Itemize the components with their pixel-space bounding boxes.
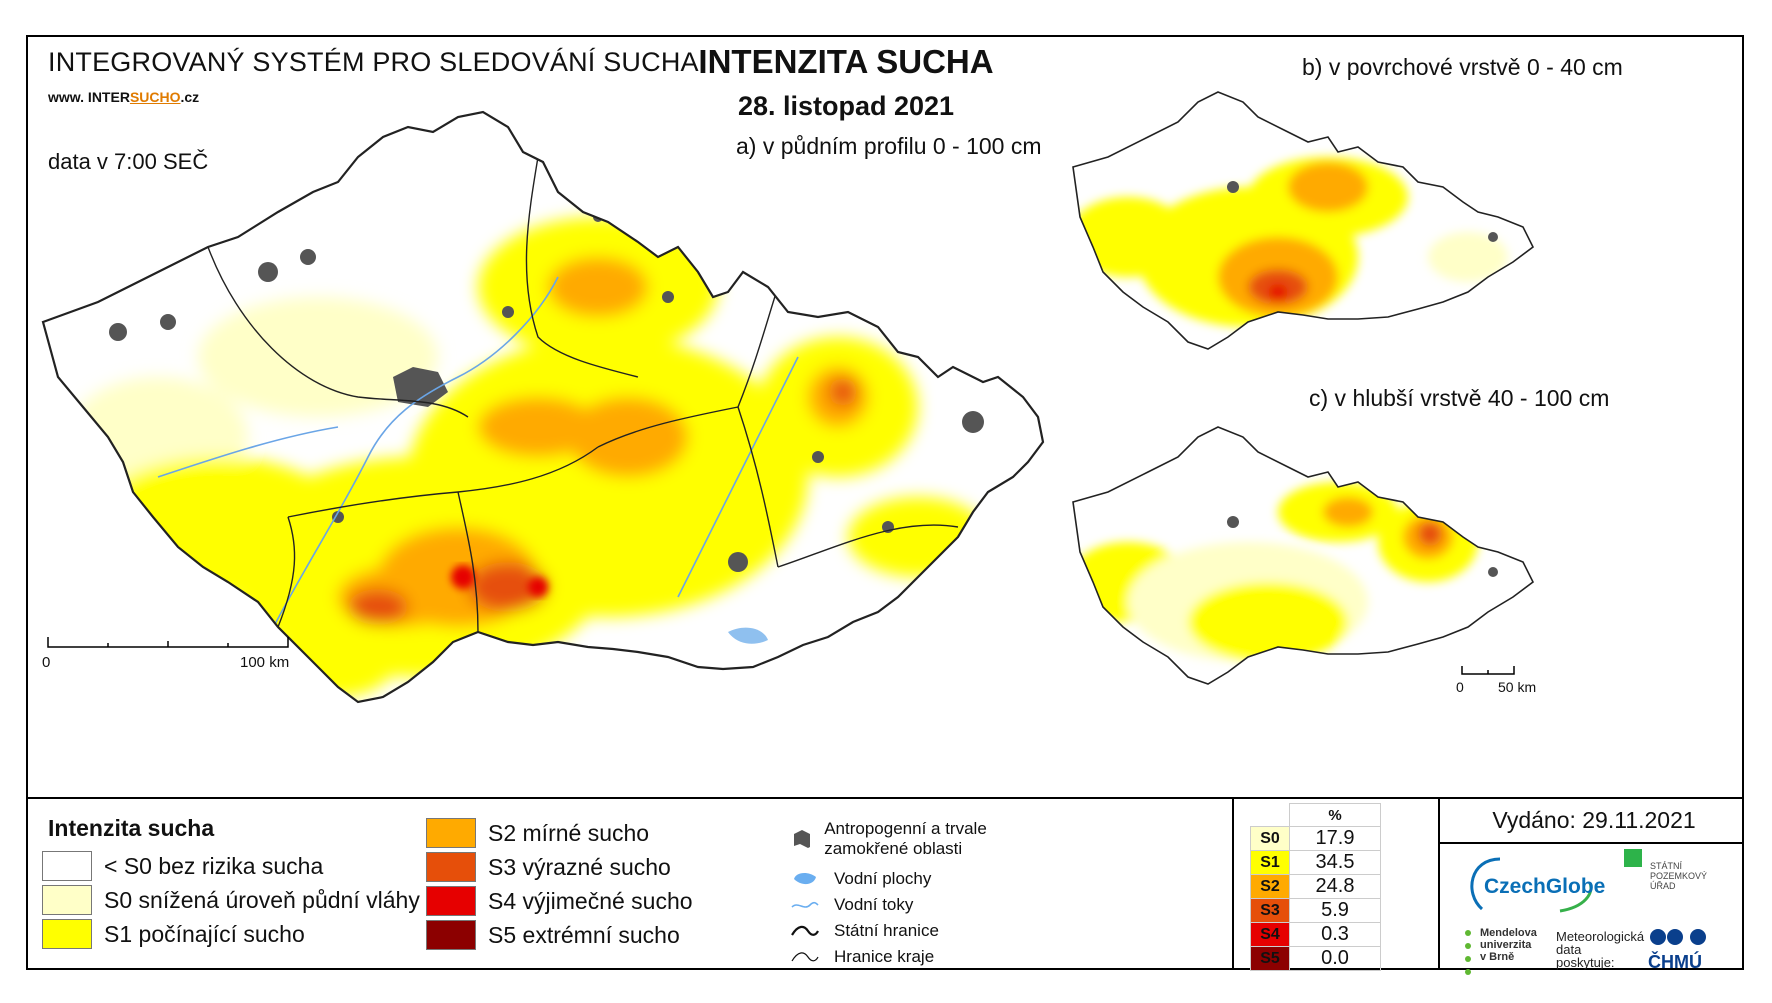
swatch-below-s0	[42, 851, 92, 881]
legend-item-s0: S0 snížená úroveň půdní vláhy	[42, 885, 420, 915]
issued-date: Vydáno: 29.11.2021	[1492, 807, 1696, 833]
stats-row: S3 5.9	[1250, 898, 1381, 923]
swatch-s1	[42, 919, 92, 949]
legend-item-s2: S2 mírné sucho	[426, 818, 649, 848]
stats-row: S4 0.3	[1250, 922, 1381, 947]
main-map-label: a) v půdním profilu 0 - 100 cm	[736, 133, 1042, 159]
chmu-icon	[1650, 929, 1706, 945]
mendel-university-logo: Mendelova univerzita v Brně	[1464, 927, 1540, 975]
swatch-s0	[42, 885, 92, 915]
data-time: data v 7:00 SEČ	[48, 149, 209, 174]
legend-symbol-water-body: Vodní plochy	[790, 869, 931, 889]
meteo-data-label: Meteorologická data poskytuje:	[1556, 929, 1645, 970]
swatch-s3	[426, 852, 476, 882]
stats-row: S0 17.9	[1250, 826, 1381, 851]
water-body-icon	[794, 873, 816, 885]
swatch-s4	[426, 886, 476, 916]
main-scale-bar	[46, 635, 291, 656]
urban-area-icon	[794, 830, 811, 848]
legend-item-s5: S5 extrémní sucho	[426, 920, 680, 950]
chmu-logo: ČHMÚ	[1648, 927, 1712, 973]
deep-map-label: c) v hlubší vrstvě 40 - 100 cm	[1309, 385, 1610, 411]
legend-symbol-urban: Antropogenní a trvale zamokřené oblasti	[790, 819, 1030, 859]
legend-item-below-s0: < S0 bez rizika sucha	[42, 851, 323, 881]
footer-divider	[1438, 799, 1440, 968]
spu-logo: STÁTNÍ POZEMKOVÝ ÚŘAD	[1624, 849, 1714, 891]
issued-separator	[1438, 842, 1742, 844]
map-frame: INTEGROVANÝ SYSTÉM PRO SLEDOVÁNÍ SUCHA w…	[26, 35, 1744, 975]
legend-symbol-region-border: Hranice kraje	[790, 947, 934, 967]
stats-row: S1 34.5	[1250, 850, 1381, 875]
legend-item-s3: S3 výrazné sucho	[426, 852, 671, 882]
legend-separator	[28, 797, 1742, 799]
date-title: 28. listopad 2021	[737, 91, 955, 121]
system-title: INTEGROVANÝ SYSTÉM PRO SLEDOVÁNÍ SUCHA	[48, 47, 699, 77]
drought-share-table: % S0 17.9 S1 34.5 S2 24.8 S3 5.9 S4 0.3 S5 0.0	[1250, 803, 1381, 971]
legend-item-s4: S4 výjimečné sucho	[426, 886, 693, 916]
legend-symbol-river: Vodní toky	[790, 895, 913, 915]
swatch-s5	[426, 920, 476, 950]
stats-row: S5 0.0	[1250, 946, 1381, 971]
swatch-s2	[426, 818, 476, 848]
state-border-icon	[791, 925, 819, 936]
main-scale-max: 100 km	[240, 654, 290, 671]
legend-item-s1: S1 počínající sucho	[42, 919, 305, 949]
small-scale-max: 50 km	[1498, 679, 1537, 695]
legend-symbol-state-border: Státní hranice	[790, 921, 939, 941]
surface-drought-map	[1068, 87, 1538, 357]
stats-unit: %	[1289, 803, 1381, 827]
main-scale-zero: 0	[42, 654, 51, 671]
small-scale-bar	[1460, 664, 1516, 683]
main-title: INTENZITA SUCHA	[698, 43, 994, 80]
river-icon	[791, 901, 819, 908]
main-drought-map	[38, 97, 1078, 717]
legend-title: Intenzita sucha	[48, 815, 215, 841]
stats-divider	[1232, 799, 1234, 968]
czechglobe-logo: CzechGlobe	[1460, 853, 1605, 917]
small-scale-zero: 0	[1456, 679, 1464, 695]
stats-row: S2 24.8	[1250, 874, 1381, 899]
surface-map-label: b) v povrchové vrstvě 0 - 40 cm	[1302, 54, 1623, 80]
region-border-icon	[791, 952, 819, 962]
deep-drought-map	[1068, 422, 1538, 692]
website-link[interactable]: www. INTERSUCHO.cz	[48, 89, 200, 105]
